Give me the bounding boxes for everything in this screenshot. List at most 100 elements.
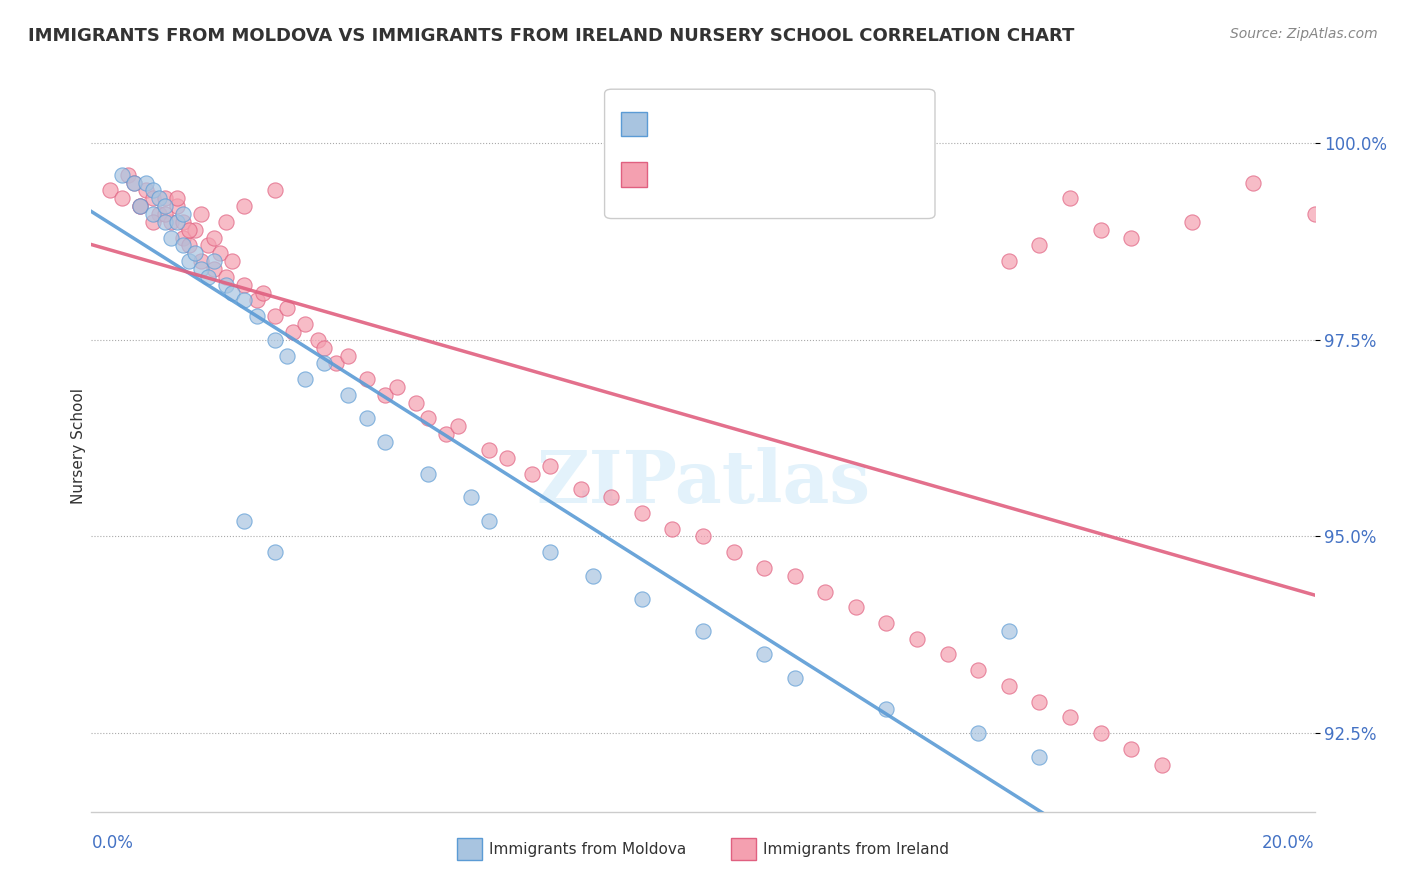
Point (374, 388, 396, 402)
Point (1090, 223, 1112, 237)
Y-axis label: Nursery School: Nursery School (70, 388, 86, 504)
Point (631, 592, 654, 607)
Point (1181, 215, 1204, 229)
Point (496, 450, 519, 465)
Point (179, 238, 201, 252)
Point (202, 230, 225, 244)
Point (215, 215, 238, 229)
Point (631, 506, 654, 520)
Point (264, 183, 287, 197)
Point (172, 230, 194, 244)
Point (783, 671, 806, 685)
Point (233, 277, 256, 292)
Point (135, 176, 157, 190)
Point (1059, 191, 1081, 205)
Point (252, 285, 274, 300)
Point (905, 632, 928, 646)
Point (460, 490, 482, 504)
Point (179, 254, 201, 268)
Point (148, 191, 170, 205)
Point (197, 269, 219, 284)
Point (325, 356, 347, 370)
Point (405, 396, 427, 410)
Point (233, 199, 256, 213)
Point (1243, 176, 1265, 190)
Point (166, 199, 188, 213)
Point (141, 183, 163, 197)
Point (1028, 695, 1050, 709)
Point (754, 561, 776, 575)
Point (135, 183, 157, 197)
Point (374, 435, 396, 450)
Point (122, 176, 145, 190)
Text: Source: ZipAtlas.com: Source: ZipAtlas.com (1230, 27, 1378, 41)
Point (692, 529, 714, 543)
Point (215, 277, 238, 292)
Point (245, 310, 267, 324)
Point (153, 199, 176, 213)
Point (1059, 710, 1081, 724)
Point (166, 191, 188, 205)
Point (141, 207, 163, 221)
Point (294, 372, 316, 386)
Point (416, 411, 439, 425)
Point (661, 522, 683, 536)
Point (783, 568, 806, 582)
Point (723, 545, 745, 559)
Point (190, 207, 212, 221)
Point (160, 215, 183, 229)
Point (208, 246, 231, 260)
Point (160, 230, 183, 244)
Point (538, 458, 561, 473)
Point (184, 223, 207, 237)
Point (1028, 749, 1050, 764)
Point (233, 293, 256, 308)
Point (692, 624, 714, 638)
Point (221, 254, 243, 268)
Point (129, 199, 152, 213)
Point (153, 191, 176, 205)
Point (754, 648, 776, 662)
Point (172, 215, 194, 229)
Point (166, 215, 188, 229)
Point (538, 545, 561, 559)
Point (569, 482, 592, 496)
Point (814, 584, 837, 599)
Point (264, 310, 287, 324)
Point (845, 600, 868, 615)
Text: IMMIGRANTS FROM MOLDOVA VS IMMIGRANTS FROM IRELAND NURSERY SCHOOL CORRELATION CH: IMMIGRANTS FROM MOLDOVA VS IMMIGRANTS FR… (28, 27, 1074, 45)
Point (221, 285, 243, 300)
Point (172, 207, 194, 221)
Point (264, 333, 287, 347)
Point (276, 301, 298, 316)
Point (307, 333, 329, 347)
Point (967, 726, 990, 740)
Point (1121, 230, 1143, 244)
Text: ZIPatlas: ZIPatlas (536, 447, 870, 518)
Point (294, 317, 316, 331)
Point (141, 215, 163, 229)
Point (337, 388, 360, 402)
Point (141, 191, 163, 205)
Point (197, 238, 219, 252)
Point (122, 176, 145, 190)
Point (434, 427, 457, 442)
Point (447, 419, 470, 434)
Text: 0.0%: 0.0% (91, 834, 134, 852)
Text: R = 0.407   N = 81: R = 0.407 N = 81 (657, 166, 841, 184)
Text: 20.0%: 20.0% (1263, 834, 1315, 852)
Point (129, 199, 152, 213)
Point (998, 679, 1021, 693)
Point (264, 545, 287, 559)
Point (179, 223, 201, 237)
Point (1090, 726, 1112, 740)
Point (312, 356, 335, 370)
Point (967, 663, 990, 677)
Point (356, 372, 378, 386)
Point (148, 207, 170, 221)
Point (520, 467, 543, 481)
Point (998, 624, 1021, 638)
Point (312, 341, 335, 355)
Point (385, 380, 409, 394)
Point (129, 199, 152, 213)
